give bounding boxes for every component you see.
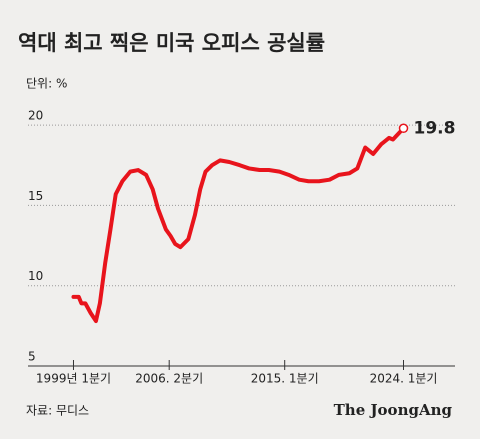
x-tick-label: 2015. 1분기 (251, 372, 319, 386)
y-tick-label: 10 (28, 269, 43, 283)
x-tick-label: 1999년 1분기 (36, 372, 111, 386)
line (71, 126, 406, 324)
x-tick-label: 2006. 2분기 (135, 372, 203, 386)
y-tick-label: 15 (28, 189, 43, 203)
y-tick-label: 5 (28, 350, 36, 364)
unit-label: 단위: % (26, 77, 67, 91)
data-label: 19.8 (414, 118, 456, 138)
source: 자료: 무디스 (26, 404, 89, 418)
x-tick-label: 2024. 1분기 (370, 372, 438, 386)
logo: The JoongAng (334, 401, 453, 419)
y-tick-label: 20 (28, 109, 43, 123)
chart-title: 역대 최고 찍은 미국 오피스 공실률 (18, 31, 325, 55)
end-marker (398, 123, 409, 134)
